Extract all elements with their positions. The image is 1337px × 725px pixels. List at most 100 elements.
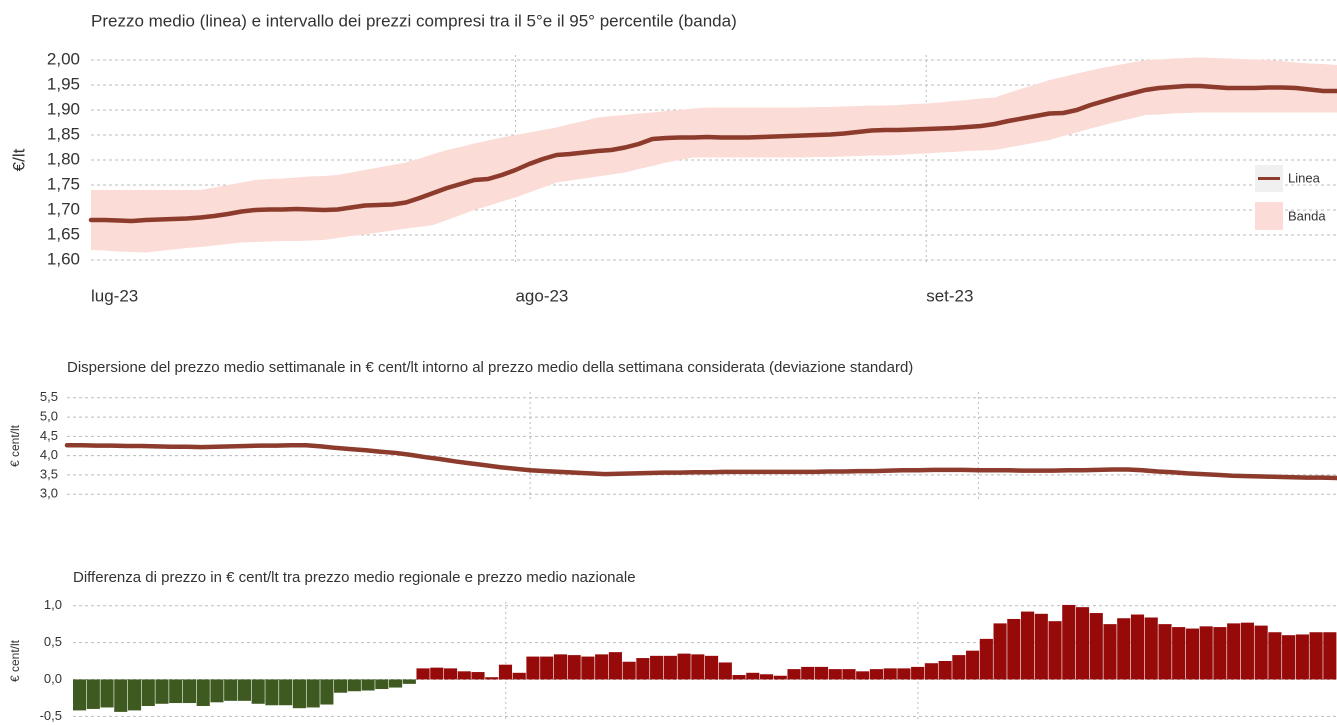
y-tick-label: 4,0 (40, 447, 58, 462)
bar (389, 679, 403, 688)
y-tick-label: 0,5 (44, 634, 62, 649)
bar (732, 675, 746, 680)
bar (952, 655, 966, 680)
bar (498, 664, 513, 680)
bar (1144, 617, 1158, 680)
bar (210, 679, 224, 703)
bar (457, 671, 471, 680)
y-tick-label: 1,70 (47, 199, 80, 218)
bar (540, 656, 554, 680)
bar (512, 672, 526, 680)
x-tick-label: set-23 (926, 286, 973, 305)
bar (1103, 624, 1117, 680)
bar (1075, 607, 1090, 680)
bar (979, 638, 993, 680)
bar (705, 655, 719, 680)
bar (1172, 627, 1186, 680)
bar (924, 663, 938, 680)
y-axis-label: €/lt (9, 148, 28, 171)
bar (306, 679, 320, 708)
bar (334, 679, 348, 693)
bar (773, 675, 787, 680)
bar (1117, 618, 1131, 680)
y-tick-label: 1,75 (47, 174, 80, 193)
bar (443, 668, 458, 680)
bar (347, 679, 361, 692)
bar (114, 679, 128, 712)
legend-label: Linea (1288, 170, 1321, 185)
bar (485, 677, 499, 680)
bar (127, 679, 142, 711)
y-axis-label: € cent/lt (8, 639, 22, 682)
y-tick-label: 5,0 (40, 409, 58, 424)
bar (622, 661, 636, 680)
bar (1007, 618, 1021, 680)
bar (155, 679, 169, 704)
bar (608, 652, 622, 680)
bar (169, 679, 183, 704)
band-area (91, 57, 1337, 253)
legend-label: Banda (1288, 208, 1326, 223)
bar (787, 669, 801, 680)
y-tick-label: 3,0 (40, 486, 58, 501)
bar (1158, 624, 1172, 680)
bar (856, 671, 870, 680)
bar (595, 654, 609, 680)
bar (73, 679, 87, 711)
bar (636, 658, 650, 680)
bar (828, 669, 842, 680)
bar (842, 669, 856, 680)
y-tick-label: -0,5 (40, 708, 62, 723)
bar (375, 679, 389, 690)
bar (938, 661, 952, 680)
bar (1062, 604, 1076, 680)
y-tick-label: 1,90 (47, 99, 80, 118)
bar (883, 668, 897, 680)
bar (1034, 613, 1048, 680)
y-tick-label: 2,00 (47, 49, 80, 68)
bar (251, 679, 265, 704)
bar (1185, 628, 1200, 680)
y-tick-label: 1,65 (47, 224, 80, 243)
bar (869, 669, 884, 680)
bar (1227, 623, 1241, 680)
bar (224, 679, 238, 701)
chart-title: Prezzo medio (linea) e intervallo dei pr… (91, 11, 737, 30)
bar (182, 679, 197, 704)
data-line (64, 442, 1337, 481)
bar (526, 656, 540, 680)
y-tick-label: 4,5 (40, 428, 58, 443)
y-tick-label: 1,60 (47, 249, 80, 268)
bar (993, 623, 1007, 680)
bar (677, 653, 691, 680)
bar (237, 679, 252, 701)
bar (1130, 614, 1145, 680)
data-line (88, 83, 1337, 224)
bar (759, 674, 774, 680)
y-tick-label: 1,80 (47, 149, 80, 168)
bar (265, 679, 279, 706)
bar (1323, 632, 1337, 680)
bar (1199, 626, 1213, 680)
bar (663, 655, 677, 680)
bar (1021, 611, 1035, 680)
bar (1268, 632, 1282, 680)
bar (402, 679, 416, 684)
bar (1309, 632, 1323, 680)
bar (100, 679, 114, 708)
bar (1048, 621, 1062, 680)
bar (801, 666, 815, 680)
bar (966, 650, 980, 680)
bar (911, 666, 925, 680)
bar (1240, 622, 1254, 680)
bar (718, 662, 732, 680)
bar (361, 679, 375, 691)
bar (320, 679, 334, 705)
x-tick-label: lug-23 (91, 286, 138, 305)
bar (1089, 613, 1103, 680)
bar (141, 679, 155, 706)
bar (650, 655, 664, 680)
bar (430, 667, 444, 680)
bar (897, 668, 911, 680)
